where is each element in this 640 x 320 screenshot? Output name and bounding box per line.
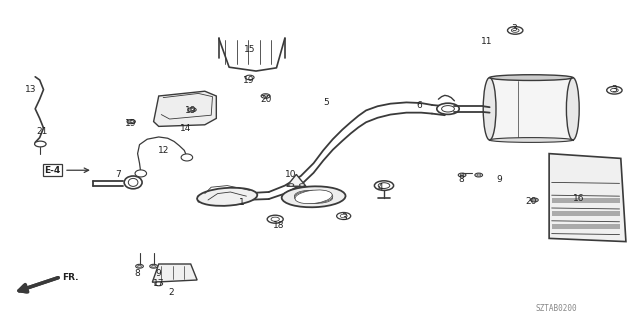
Polygon shape (152, 264, 197, 282)
Text: 9: 9 (497, 175, 502, 184)
Ellipse shape (458, 173, 466, 177)
Ellipse shape (294, 190, 333, 203)
Text: 19: 19 (125, 119, 137, 128)
Text: 10: 10 (285, 170, 297, 179)
Ellipse shape (611, 88, 618, 92)
Ellipse shape (294, 190, 333, 203)
Text: 11: 11 (481, 37, 492, 46)
Ellipse shape (437, 103, 460, 115)
Text: 17: 17 (153, 279, 164, 288)
Ellipse shape (197, 188, 257, 206)
Ellipse shape (483, 78, 496, 140)
Text: E-4: E-4 (44, 166, 61, 175)
Ellipse shape (295, 190, 332, 204)
Ellipse shape (475, 173, 483, 177)
Ellipse shape (155, 282, 163, 286)
Ellipse shape (135, 170, 147, 177)
Ellipse shape (442, 106, 454, 112)
Text: 8: 8 (458, 175, 463, 184)
Text: 13: 13 (25, 85, 36, 94)
Text: 3: 3 (341, 213, 346, 222)
Ellipse shape (189, 109, 195, 111)
Text: 19: 19 (185, 106, 196, 115)
Ellipse shape (271, 217, 280, 221)
Ellipse shape (508, 27, 523, 34)
Ellipse shape (261, 94, 270, 98)
Ellipse shape (490, 75, 573, 81)
Text: 3: 3 (612, 85, 617, 94)
Text: 1: 1 (239, 198, 244, 207)
Ellipse shape (477, 174, 481, 176)
Ellipse shape (490, 138, 573, 142)
Text: 19: 19 (243, 76, 254, 84)
Polygon shape (549, 154, 626, 242)
Text: 18: 18 (273, 221, 284, 230)
Text: 3: 3 (512, 24, 517, 33)
Ellipse shape (531, 198, 538, 202)
Polygon shape (154, 91, 216, 126)
Ellipse shape (124, 176, 142, 189)
Ellipse shape (607, 86, 622, 94)
Text: FR.: FR. (62, 273, 79, 282)
Text: 20: 20 (525, 197, 537, 206)
Bar (552, 211, 620, 216)
Text: 20: 20 (260, 95, 271, 104)
Text: 16: 16 (573, 194, 585, 203)
Text: 9: 9 (156, 269, 161, 278)
Bar (552, 198, 620, 203)
Ellipse shape (152, 265, 156, 267)
Text: 15: 15 (244, 45, 255, 54)
Ellipse shape (150, 264, 157, 268)
Ellipse shape (129, 121, 134, 123)
Text: 7: 7 (116, 170, 121, 179)
Ellipse shape (337, 212, 351, 220)
Ellipse shape (374, 181, 394, 190)
Ellipse shape (511, 28, 519, 32)
Text: 14: 14 (180, 124, 191, 132)
Ellipse shape (138, 265, 141, 267)
Text: 8: 8 (135, 269, 140, 278)
Text: 5: 5 (324, 98, 329, 107)
Ellipse shape (340, 214, 347, 218)
Ellipse shape (136, 264, 143, 268)
Ellipse shape (263, 95, 268, 97)
Bar (552, 224, 620, 229)
Ellipse shape (378, 183, 390, 188)
Ellipse shape (127, 119, 136, 124)
Ellipse shape (188, 108, 196, 112)
Text: SZTAB0200: SZTAB0200 (536, 304, 578, 313)
Ellipse shape (245, 75, 254, 80)
Text: 12: 12 (157, 146, 169, 155)
Text: 4: 4 (378, 183, 383, 192)
Ellipse shape (128, 179, 138, 186)
Text: 2: 2 (169, 288, 174, 297)
Ellipse shape (460, 174, 464, 176)
Ellipse shape (566, 78, 579, 140)
Text: 6: 6 (417, 101, 422, 110)
Ellipse shape (181, 154, 193, 161)
Polygon shape (287, 174, 306, 186)
Ellipse shape (300, 184, 305, 186)
Ellipse shape (289, 184, 294, 186)
Text: 21: 21 (36, 127, 47, 136)
Ellipse shape (35, 141, 46, 147)
Ellipse shape (532, 199, 536, 201)
Bar (490, 78, 573, 140)
Ellipse shape (282, 186, 346, 207)
Ellipse shape (268, 215, 283, 223)
